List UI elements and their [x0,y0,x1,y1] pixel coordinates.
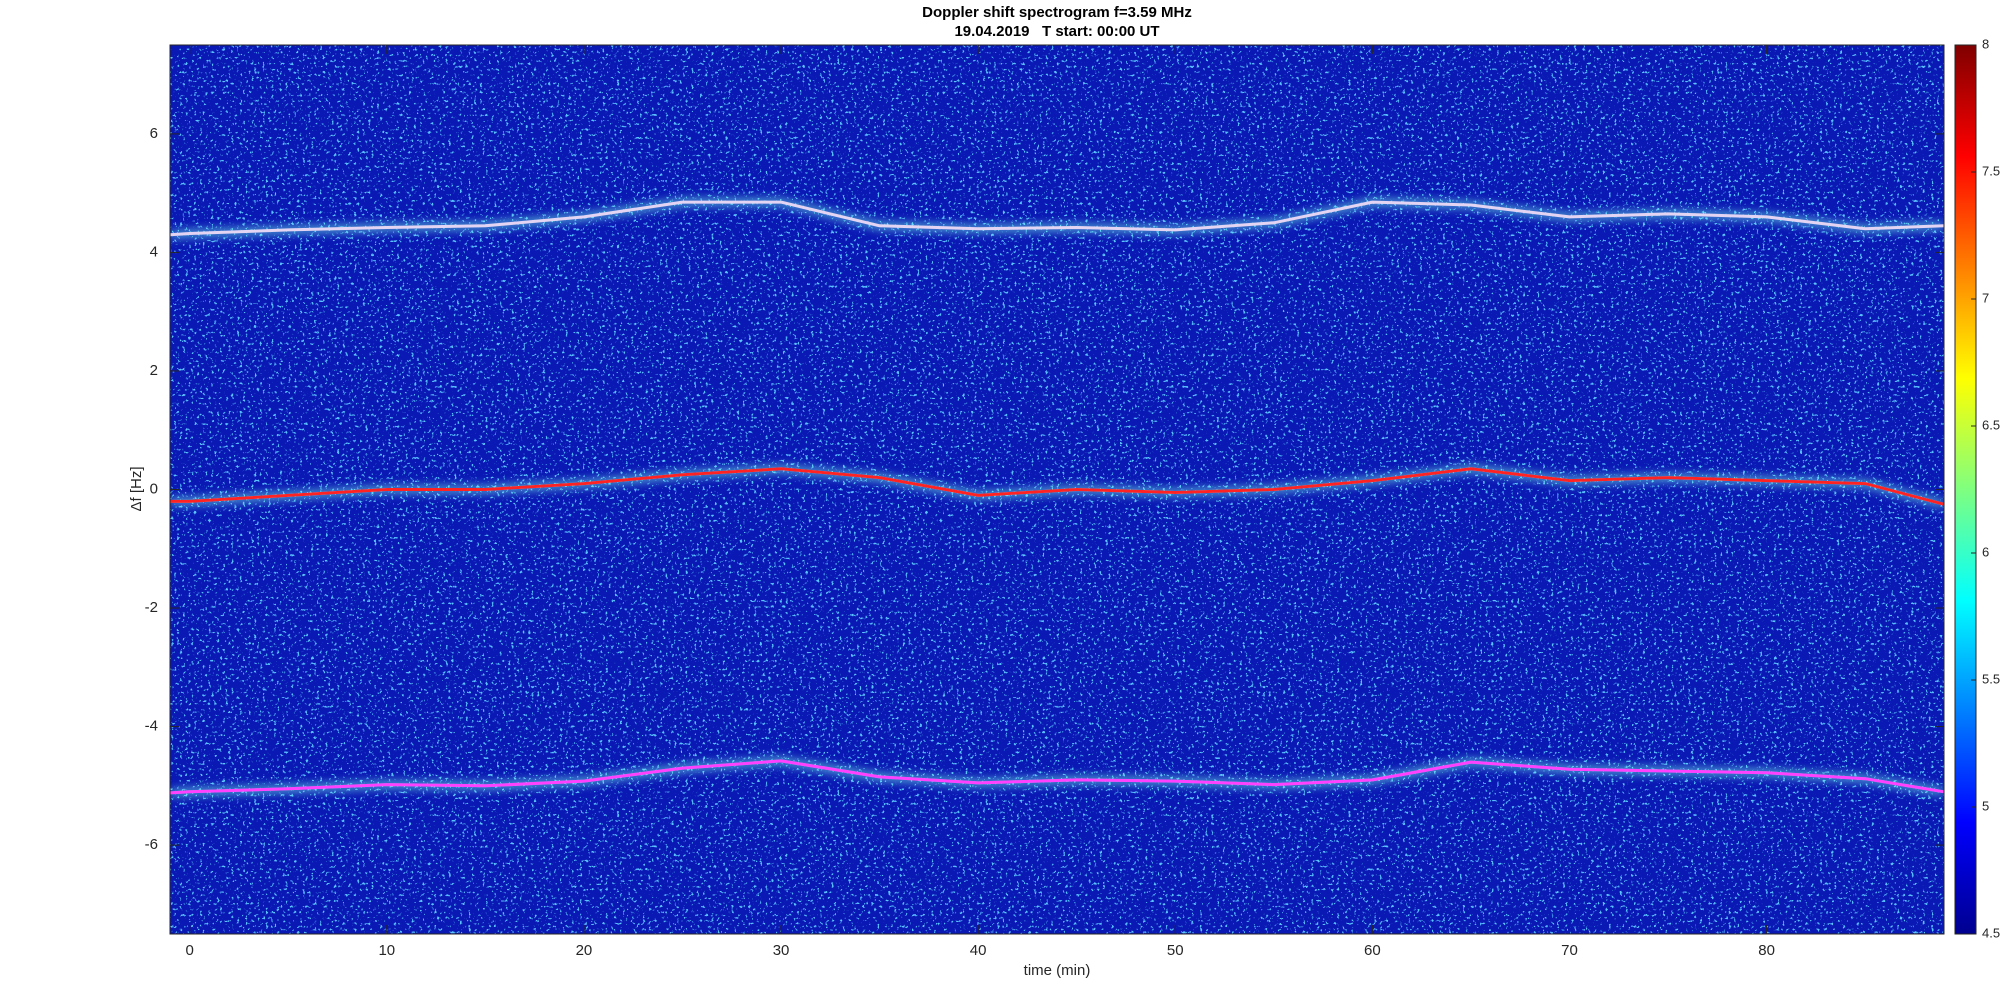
colorbar-tick-label: 7 [1982,290,1989,305]
x-tick-label: 80 [1758,942,1775,959]
y-tick-label: -2 [145,599,158,616]
colorbar [1954,44,1977,935]
colorbar-tick-label: 5 [1982,798,1989,813]
colorbar-tick-label: 4.5 [1982,925,2000,940]
colorbar-tick-label: 6 [1982,544,1989,559]
chart-title: Doppler shift spectrogram f=3.59 MHz [922,4,1192,21]
x-tick-label: 60 [1364,942,1381,959]
colorbar-tick-label: 7.5 [1982,163,2000,178]
x-axis-label: time (min) [1024,962,1091,979]
x-tick-label: 50 [1167,942,1184,959]
spectral-trace [170,759,1944,795]
chart-subtitle: 19.04.2019 T start: 00:00 UT [954,23,1159,40]
colorbar-tick-label: 8 [1982,36,1989,51]
y-tick-label: -6 [145,836,158,853]
spectral-trace [170,467,1944,506]
y-tick-label: -4 [145,718,158,735]
x-tick-label: 0 [186,942,194,959]
x-tick-label: 30 [773,942,790,959]
spectral-trace [170,200,1944,237]
plot-area [170,200,1944,795]
y-axis-label: Δf [Hz] [128,466,145,511]
y-tick-label: 4 [150,243,158,260]
x-tick-label: 40 [970,942,987,959]
x-tick-label: 10 [378,942,395,959]
x-tick-label: 20 [576,942,593,959]
colorbar-tick-label: 5.5 [1982,671,2000,686]
x-tick-label: 70 [1561,942,1578,959]
y-tick-label: 6 [150,125,158,142]
colorbar-tick-label: 6.5 [1982,417,2000,432]
y-tick-label: 0 [150,480,158,497]
y-tick-label: 2 [150,362,158,379]
